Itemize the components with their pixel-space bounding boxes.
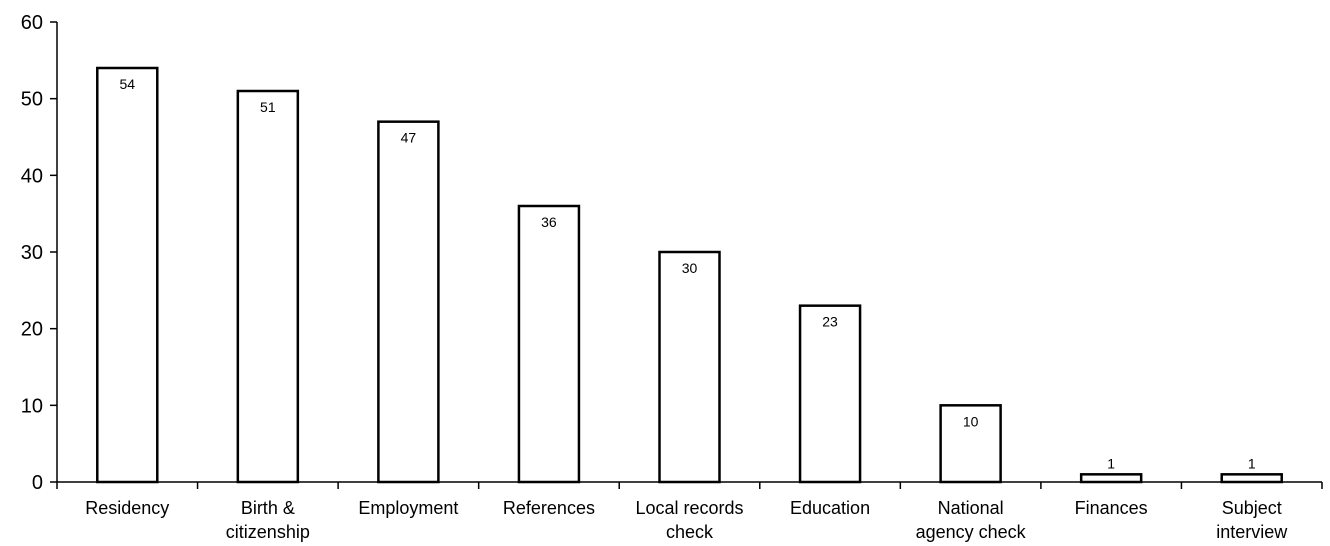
data-label: 54	[119, 76, 135, 92]
category-label-line: agency check	[916, 522, 1027, 542]
category-label: Local records check	[635, 498, 743, 542]
data-label: 47	[401, 130, 417, 146]
category-label-line: Finances	[1075, 498, 1148, 518]
y-axis-ticks: 0 10 20 30 40 50 60	[21, 12, 57, 494]
data-label: 23	[822, 314, 838, 330]
category-label: Education	[790, 498, 870, 518]
bar	[1220, 473, 1283, 484]
data-label: 30	[682, 260, 698, 276]
y-tick-label: 60	[21, 12, 43, 34]
data-label: 1	[1248, 455, 1256, 471]
x-axis-ticks	[56, 482, 1323, 489]
category-label-line: citizenship	[226, 522, 310, 542]
y-tick-label: 30	[21, 242, 43, 264]
y-tick-label: 0	[32, 472, 43, 494]
bars	[96, 66, 1283, 484]
data-label: 10	[963, 413, 979, 429]
bar	[939, 404, 1002, 484]
category-label-line: Residency	[85, 498, 169, 518]
category-label-line: References	[503, 498, 595, 518]
category-label-line: Subject	[1222, 498, 1282, 518]
y-tick-label: 50	[21, 89, 43, 111]
category-labels: Residency Birth & citizenship Employment Ref…	[85, 498, 1288, 542]
category-label: Finances	[1075, 498, 1148, 518]
category-label-line: check	[666, 522, 714, 542]
category-label-line: National	[938, 498, 1004, 518]
data-label: 51	[260, 99, 276, 115]
bar	[377, 120, 440, 484]
bar	[658, 250, 721, 484]
y-tick-label: 20	[21, 319, 43, 341]
bar	[236, 89, 300, 484]
category-label-line: Birth &	[241, 498, 295, 518]
data-labels: 54 51 47 36 30 23 10 1 1	[119, 76, 1255, 471]
category-label-line: Local records	[635, 498, 743, 518]
category-label: Employment	[358, 498, 458, 518]
category-label: Residency	[85, 498, 169, 518]
category-label-line: Education	[790, 498, 870, 518]
category-label: National agency check	[916, 498, 1027, 542]
category-label-line: interview	[1216, 522, 1288, 542]
bar	[517, 204, 581, 484]
y-tick-label: 40	[21, 165, 43, 187]
category-label-line: Employment	[358, 498, 458, 518]
category-label: References	[503, 498, 595, 518]
bar	[96, 66, 159, 484]
bar	[1079, 473, 1143, 484]
data-label: 36	[541, 214, 557, 230]
category-label: Birth & citizenship	[226, 498, 310, 542]
y-tick-label: 10	[21, 395, 43, 417]
category-label: Subject interview	[1216, 498, 1288, 542]
bar	[798, 304, 862, 484]
data-label: 1	[1107, 455, 1115, 471]
